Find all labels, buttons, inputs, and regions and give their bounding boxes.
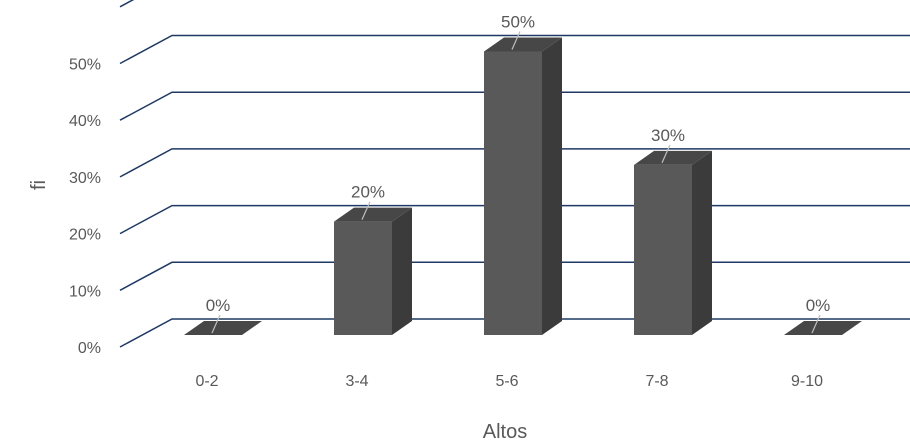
data-label: 50% <box>501 13 535 32</box>
y-axis-ticks: 0% 10% 20% 30% 40% 50% <box>69 57 101 358</box>
data-label-leader <box>661 144 671 164</box>
bar <box>634 150 712 335</box>
x-tick-label: 7-8 <box>645 373 668 390</box>
bar <box>784 321 862 335</box>
bar <box>484 37 562 335</box>
data-label: 30% <box>651 126 685 145</box>
bar-front <box>334 221 392 335</box>
bar <box>334 207 412 335</box>
y-tick-label: 40% <box>69 113 101 130</box>
bar-side <box>392 207 412 335</box>
y-axis-title: fi <box>28 180 50 190</box>
bars <box>184 37 862 335</box>
bar-front <box>634 164 692 335</box>
data-label-leader <box>211 314 221 334</box>
gridline <box>119 0 135 8</box>
data-label: 0% <box>806 296 831 315</box>
y-tick-label: 10% <box>69 283 101 300</box>
y-tick-label: 30% <box>69 170 101 187</box>
data-label-leader <box>811 314 821 334</box>
bar-top <box>484 37 562 52</box>
bar-top <box>784 321 862 335</box>
bar-top <box>634 150 712 165</box>
data-label: 20% <box>351 183 385 202</box>
x-axis-title: Altos <box>483 421 527 443</box>
y-tick-label: 0% <box>78 340 101 357</box>
data-label-leader <box>511 31 521 50</box>
bar-side <box>542 37 562 335</box>
gridline <box>119 148 910 178</box>
x-tick-label: 9-10 <box>791 373 823 390</box>
y-tick-label: 20% <box>69 227 101 244</box>
gridline <box>119 34 910 65</box>
data-labels: 0% 20% 50% 30% 0% <box>206 13 831 334</box>
bar-top <box>334 207 412 222</box>
bar-side <box>692 150 712 335</box>
x-axis-ticks: 0-2 3-4 5-6 7-8 9-10 <box>195 373 823 390</box>
x-tick-label: 3-4 <box>345 373 368 390</box>
y-tick-label: 50% <box>69 57 101 74</box>
bar-front <box>484 51 542 335</box>
gridline <box>119 91 910 121</box>
x-tick-label: 5-6 <box>495 373 518 390</box>
data-label-leader <box>361 201 371 220</box>
bar <box>184 321 262 335</box>
x-tick-label: 0-2 <box>195 373 218 390</box>
data-label: 0% <box>206 296 231 315</box>
bar-top <box>184 321 262 335</box>
